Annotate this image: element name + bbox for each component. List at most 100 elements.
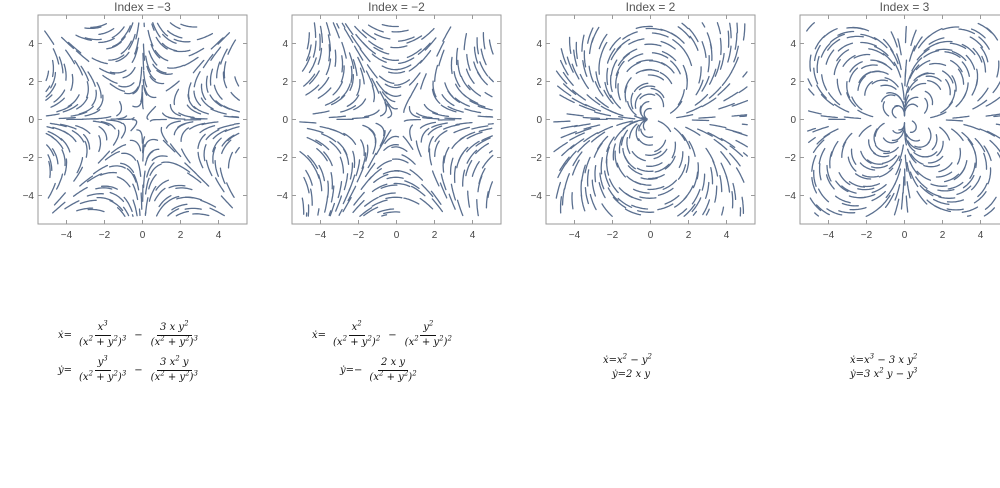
streamline: [184, 162, 198, 175]
streamline: [430, 190, 442, 205]
streamline: [860, 33, 877, 41]
streamline: [451, 136, 465, 150]
streamline: [739, 115, 748, 118]
streamline: [342, 196, 352, 213]
streamline: [555, 70, 568, 85]
streamline: [842, 132, 853, 148]
streamline: [231, 115, 240, 118]
streamline: [614, 150, 619, 168]
streamline: [583, 50, 587, 68]
streamline: [301, 56, 311, 72]
streamline: [568, 36, 572, 55]
streamline: [112, 129, 120, 146]
streamline: [60, 36, 75, 50]
streamline: [459, 131, 476, 141]
y-tick-label: 2: [28, 77, 34, 88]
fraction: 3 x2 y (x2 + y2)3: [148, 355, 201, 384]
streamline: [598, 33, 608, 50]
streamline: [75, 125, 91, 135]
streamline: [944, 51, 961, 59]
streamline: [591, 179, 597, 197]
streamline: [719, 174, 723, 193]
panel-title: Index = 2: [626, 0, 676, 14]
streamline: [162, 33, 177, 44]
streamline: [342, 188, 351, 205]
streamline: [659, 71, 673, 85]
streamline: [630, 92, 634, 110]
streamline: [932, 198, 950, 205]
x-tick-label: −4: [569, 230, 581, 241]
streamline: [431, 88, 441, 104]
streamline: [636, 59, 654, 64]
streamline: [227, 132, 240, 142]
streamline: [90, 23, 108, 29]
streamline: [332, 22, 340, 39]
streamline: [469, 100, 486, 108]
streamline: [708, 86, 722, 99]
streamline: [82, 133, 91, 150]
streamline: [171, 203, 188, 211]
streamline: [323, 151, 333, 167]
streamline: [343, 173, 349, 191]
streamline: [898, 144, 905, 162]
streamline: [312, 110, 330, 115]
streamline: [904, 59, 908, 77]
streamline: [977, 182, 988, 198]
streamline: [609, 74, 613, 93]
streamline: [729, 152, 741, 167]
streamline: [915, 176, 928, 190]
streamline: [350, 34, 362, 50]
streamline: [329, 128, 346, 136]
streamline: [826, 164, 832, 182]
streamline: [59, 123, 77, 130]
x-tick-label: 0: [648, 230, 654, 241]
streamline: [220, 195, 234, 209]
streamline: [857, 187, 875, 191]
streamline: [366, 64, 378, 79]
streamline: [813, 67, 819, 85]
streamline: [648, 60, 666, 66]
streamline: [167, 64, 185, 69]
streamline: [168, 184, 186, 189]
streamline: [98, 27, 115, 36]
streamline: [735, 139, 748, 148]
streamline: [376, 159, 392, 170]
streamline: [651, 52, 669, 59]
streamline: [733, 45, 739, 63]
streamline: [205, 159, 213, 177]
streamline: [123, 196, 133, 213]
streamline: [894, 168, 902, 185]
streamline: [714, 60, 721, 77]
streamline: [978, 36, 990, 50]
streamline: [475, 137, 491, 147]
streamline: [871, 70, 889, 75]
streamline: [917, 35, 931, 49]
streamline: [361, 152, 367, 170]
streamline: [707, 54, 710, 73]
streamline: [189, 122, 206, 130]
streamline: [482, 32, 486, 50]
streamline: [983, 207, 996, 217]
streamline: [346, 94, 360, 107]
streamline: [882, 137, 899, 144]
y-tick-label: −2: [23, 153, 35, 164]
streamline: [52, 201, 66, 214]
streamline: [594, 164, 597, 183]
streamline: [147, 29, 154, 47]
streamline: [168, 116, 186, 120]
streamline: [221, 134, 235, 147]
streamline: [146, 105, 157, 121]
streamline: [420, 73, 427, 90]
streamline: [340, 65, 345, 83]
streamline: [710, 167, 714, 185]
streamline: [377, 208, 395, 214]
streamline: [87, 71, 96, 87]
streamline: [676, 114, 694, 119]
streamline: [828, 92, 841, 106]
y-tick-label: 4: [282, 39, 288, 50]
streamline: [857, 109, 874, 118]
streamline: [582, 116, 601, 120]
streamline: [707, 131, 723, 142]
streamline: [73, 166, 84, 182]
streamline: [126, 168, 137, 183]
